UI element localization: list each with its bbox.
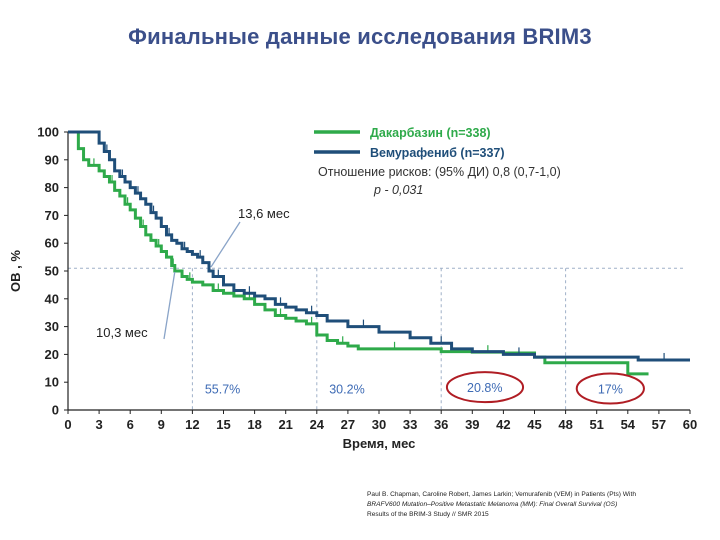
percent-label: 30.2% [329, 383, 364, 397]
y-tick-label: 100 [37, 125, 59, 140]
legend-label-vemurafenib: Вемурафениб (n=337) [370, 146, 505, 160]
y-tick-label: 50 [45, 264, 59, 279]
y-tick-label: 20 [45, 347, 59, 362]
x-tick-label: 39 [465, 417, 479, 432]
y-tick-label: 60 [45, 236, 59, 251]
x-tick-label: 12 [185, 417, 199, 432]
vemurafenib-curve [68, 130, 690, 362]
x-tick-label: 27 [341, 417, 355, 432]
x-tick-label: 36 [434, 417, 448, 432]
x-tick-label: 51 [589, 417, 603, 432]
x-tick-label: 24 [310, 417, 325, 432]
percent-label: 55.7% [205, 383, 240, 397]
x-tick-label: 30 [372, 417, 386, 432]
median-dacarbazine-pointer [163, 271, 176, 340]
citation: Paul B. Chapman, Caroline Robert, James … [367, 490, 712, 520]
citation-line-2: BRAFV600 Mutation–Positive Metastatic Me… [367, 501, 618, 508]
x-tick-label: 21 [278, 417, 292, 432]
y-tick-label: 90 [45, 152, 59, 167]
y-tick-label: 70 [45, 208, 59, 223]
x-tick-label: 45 [527, 417, 541, 432]
citation-line-3: Results of the BRIM-3 Study // SMR 2015 [367, 511, 489, 518]
x-tick-label: 42 [496, 417, 510, 432]
x-tick-label: 3 [95, 417, 102, 432]
highlight-ellipse [445, 371, 525, 404]
median-vemurafenib-pointer [210, 221, 241, 268]
x-tick-label: 9 [158, 417, 165, 432]
p-value-text: р - 0,031 [373, 183, 423, 197]
y-tick-label: 30 [45, 319, 59, 334]
x-tick-label: 18 [247, 417, 261, 432]
x-tick-label: 60 [683, 417, 697, 432]
percent-label: 17% [598, 383, 623, 397]
highlight-ellipse [575, 372, 645, 405]
y-tick-label: 10 [45, 375, 59, 390]
x-tick-label: 48 [558, 417, 572, 432]
legend-label-dacarbazine: Дакарбазин (n=338) [370, 126, 491, 140]
page-title: Финальные данные исследования BRIM3 [128, 24, 592, 49]
y-tick-label: 80 [45, 180, 59, 195]
x-tick-label: 6 [127, 417, 134, 432]
x-tick-label: 33 [403, 417, 417, 432]
citation-line-1: Paul B. Chapman, Caroline Robert, James … [367, 491, 636, 498]
y-tick-label: 40 [45, 291, 59, 306]
x-tick-label: 57 [652, 417, 666, 432]
median-vemurafenib-label: 13,6 мес [238, 206, 290, 221]
x-tick-label: 15 [216, 417, 230, 432]
x-axis-label: Время, мес [343, 436, 416, 451]
x-tick-label: 54 [621, 417, 636, 432]
percent-label: 20.8% [467, 381, 502, 395]
x-tick-label: 0 [64, 417, 71, 432]
hazard-ratio-text: Отношение рисков: (95% ДИ) 0,8 (0,7-1,0) [318, 165, 561, 179]
dacarbazine-curve [68, 130, 649, 376]
y-axis-label: ОВ , % [8, 250, 23, 292]
y-tick-label: 0 [52, 403, 59, 418]
median-dacarbazine-label: 10,3 мес [96, 325, 148, 340]
